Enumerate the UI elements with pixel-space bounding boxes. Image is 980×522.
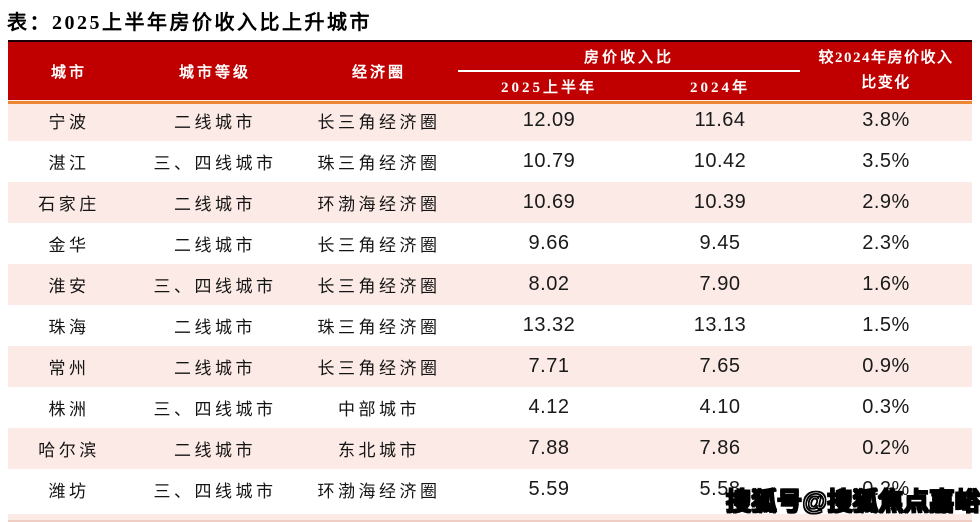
sohu-watermark: 搜狐号@搜狐焦点嘉峪关站 bbox=[725, 487, 980, 516]
cell-ratio-2024: 10.39 bbox=[693, 191, 747, 213]
cell-economic-circle: 长三角经济圈 bbox=[317, 113, 441, 132]
cell-city-tier: 二线城市 bbox=[174, 318, 256, 337]
cell-ratio-2025h1: 9.66 bbox=[528, 232, 570, 254]
cell-change: 2.9% bbox=[862, 191, 910, 213]
cell-ratio-2025h1: 4.12 bbox=[528, 396, 570, 418]
header-ratio-2025h1: 2025上半年 bbox=[458, 71, 640, 100]
cell-economic-circle: 中部城市 bbox=[338, 400, 420, 419]
cell-economic-circle: 长三角经济圈 bbox=[317, 359, 441, 378]
cell-ratio-2025h1: 7.71 bbox=[528, 355, 570, 377]
cell-city: 金华 bbox=[48, 236, 90, 255]
table-row: 金华 二线城市 长三角经济圈 9.66 9.45 2.3% bbox=[8, 223, 973, 264]
cell-city-tier: 二线城市 bbox=[174, 236, 256, 255]
cell-ratio-2025h1: 10.79 bbox=[522, 150, 576, 172]
cell-city-tier: 三、四线城市 bbox=[153, 154, 277, 173]
cell-city: 湛江 bbox=[48, 154, 90, 173]
cell-economic-circle: 东北城市 bbox=[338, 441, 420, 460]
cell-change: 0.3% bbox=[862, 396, 910, 418]
cell-change: 3.5% bbox=[862, 150, 910, 172]
table-row: 湛江 三、四线城市 珠三角经济圈 10.79 10.42 3.5% bbox=[8, 141, 973, 182]
cell-city: 株洲 bbox=[48, 400, 90, 419]
cell-economic-circle: 环渤海经济圈 bbox=[317, 482, 441, 501]
cell-change: 0.2% bbox=[862, 437, 910, 459]
cell-city: 淮安 bbox=[48, 277, 90, 296]
cell-city-tier: 三、四线城市 bbox=[153, 277, 277, 296]
figure-title: 表：2025上半年房价收入比上升城市 bbox=[7, 12, 372, 34]
cell-ratio-2024: 4.10 bbox=[699, 396, 741, 418]
cell-ratio-2025h1: 10.69 bbox=[522, 191, 576, 213]
cell-ratio-2025h1: 7.88 bbox=[528, 437, 570, 459]
table-row: 常州 二线城市 长三角经济圈 7.71 7.65 0.9% bbox=[8, 346, 973, 387]
cell-change: 1.5% bbox=[862, 314, 910, 336]
cell-economic-circle: 珠三角经济圈 bbox=[317, 318, 441, 337]
cell-economic-circle: 珠三角经济圈 bbox=[317, 154, 441, 173]
cell-change: 0.2% bbox=[862, 478, 910, 500]
cell-ratio-2024: 7.65 bbox=[699, 355, 741, 377]
table-row: 株洲 三、四线城市 中部城市 4.12 4.10 0.3% bbox=[8, 387, 973, 428]
cell-city-tier: 二线城市 bbox=[174, 113, 256, 132]
cell-city-tier: 二线城市 bbox=[174, 195, 256, 214]
cell-ratio-2025h1: 8.02 bbox=[528, 273, 570, 295]
header-economic-circle: 经济圈 bbox=[300, 40, 458, 100]
header-city-tier: 城市等级 bbox=[130, 40, 300, 100]
cell-city-tier: 三、四线城市 bbox=[153, 400, 277, 419]
header-change-vs-2024: 较2024年房价收入 比变化 bbox=[800, 40, 973, 100]
table-row: 哈尔滨 二线城市 东北城市 7.88 7.86 0.2% bbox=[8, 428, 973, 469]
cell-city: 哈尔滨 bbox=[38, 441, 100, 460]
cell-ratio-2024: 11.64 bbox=[694, 109, 746, 131]
cell-city: 珠海 bbox=[48, 318, 90, 337]
cell-ratio-2024: 10.42 bbox=[693, 150, 747, 172]
cell-ratio-2024: 9.45 bbox=[699, 232, 741, 254]
cell-city: 宁波 bbox=[48, 113, 90, 132]
cell-ratio-2024: 7.90 bbox=[699, 273, 741, 295]
table-row: 珠海 二线城市 珠三角经济圈 13.32 13.13 1.5% bbox=[8, 305, 973, 346]
header-ratio-2024: 2024年 bbox=[640, 71, 801, 100]
cell-change: 2.3% bbox=[862, 232, 910, 254]
cell-city: 石家庄 bbox=[38, 195, 100, 214]
cell-city-tier: 三、四线城市 bbox=[153, 482, 277, 501]
table-row: 淮安 三、四线城市 长三角经济圈 8.02 7.90 1.6% bbox=[8, 264, 973, 305]
cell-ratio-2024: 5.58 bbox=[699, 478, 741, 500]
cell-city-tier: 二线城市 bbox=[174, 359, 256, 378]
cell-city-tier: 二线城市 bbox=[174, 441, 256, 460]
cell-ratio-2025h1: 12.09 bbox=[522, 109, 576, 131]
table-header: 城市 城市等级 经济圈 房价收入比 较2024年房价收入 比变化 2025上半年… bbox=[8, 40, 973, 100]
table-row: 石家庄 二线城市 环渤海经济圈 10.69 10.39 2.9% bbox=[8, 182, 973, 223]
cell-ratio-2024: 7.86 bbox=[699, 437, 741, 459]
table-row: 潍坊 三、四线城市 环渤海经济圈 5.59 5.58 0.2% bbox=[8, 469, 973, 510]
house-price-income-table: 城市 城市等级 经济圈 房价收入比 较2024年房价收入 比变化 2025上半年… bbox=[8, 40, 973, 510]
cell-city: 潍坊 bbox=[48, 482, 90, 501]
table-body: 宁波 二线城市 长三角经济圈 12.09 11.64 3.8% 湛江 三、四线城… bbox=[8, 100, 973, 510]
header-accent-rule bbox=[8, 101, 972, 104]
cell-ratio-2024: 13.13 bbox=[693, 314, 747, 336]
table-row: 宁波 二线城市 长三角经济圈 12.09 11.64 3.8% bbox=[8, 100, 973, 141]
cell-economic-circle: 长三角经济圈 bbox=[317, 277, 441, 296]
cell-economic-circle: 环渤海经济圈 bbox=[317, 195, 441, 214]
cell-change: 1.6% bbox=[862, 273, 910, 295]
cell-ratio-2025h1: 13.32 bbox=[522, 314, 576, 336]
cell-ratio-2025h1: 5.59 bbox=[528, 478, 570, 500]
cell-economic-circle: 长三角经济圈 bbox=[317, 236, 441, 255]
header-city: 城市 bbox=[8, 40, 130, 100]
table-bottom-edge bbox=[8, 514, 972, 522]
cell-change: 0.9% bbox=[862, 355, 910, 377]
cell-change: 3.8% bbox=[862, 109, 910, 131]
header-ratio-group: 房价收入比 bbox=[458, 40, 801, 72]
cell-city: 常州 bbox=[48, 359, 90, 378]
